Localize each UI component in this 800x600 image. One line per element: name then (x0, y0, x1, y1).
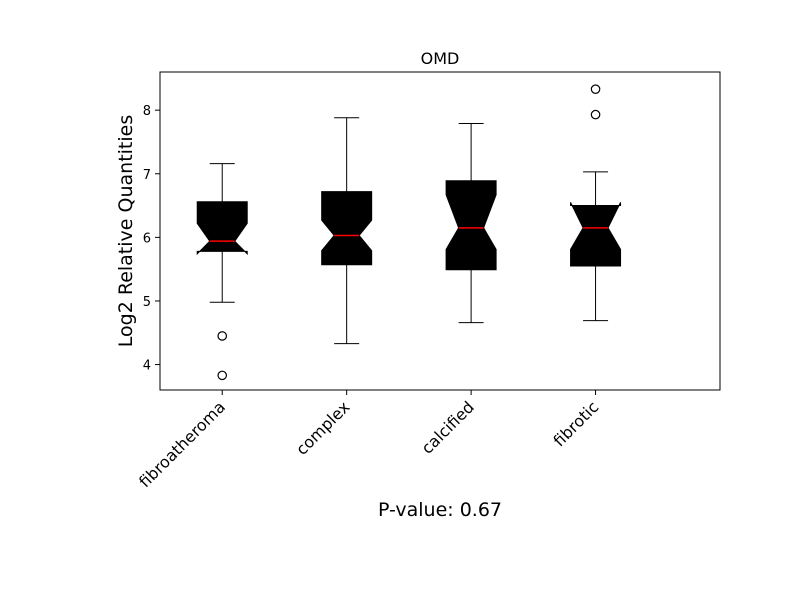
x-category-label: fibrotic (550, 397, 603, 450)
notched-box (321, 191, 373, 266)
y-tick-label: 6 (143, 231, 151, 246)
axes-frame (159, 71, 721, 391)
plot-area: 4 5 6 7 8 fibroatheroma complex calcified fibrot… (135, 71, 721, 491)
y-tick-label: 7 (143, 168, 151, 183)
x-category-label: calcified (418, 397, 478, 457)
x-category-label: complex (292, 397, 353, 458)
outlier-point (590, 109, 601, 120)
outlier-point (217, 331, 228, 341)
y-tick-label: 5 (143, 295, 151, 310)
notched-box (196, 201, 248, 256)
y-axis-label: Log2 Relative Quantities (115, 115, 137, 347)
notched-box (445, 180, 497, 271)
p-value-annotation: P-value: 0.67 (378, 499, 502, 521)
outlier-point (590, 84, 601, 94)
chart-title: OMD (421, 49, 460, 68)
y-tick-label: 4 (143, 359, 151, 374)
outlier-point (217, 370, 228, 381)
x-category-label: fibroatheroma (135, 397, 229, 491)
notched-box (570, 202, 622, 267)
y-tick-label: 8 (143, 104, 151, 119)
